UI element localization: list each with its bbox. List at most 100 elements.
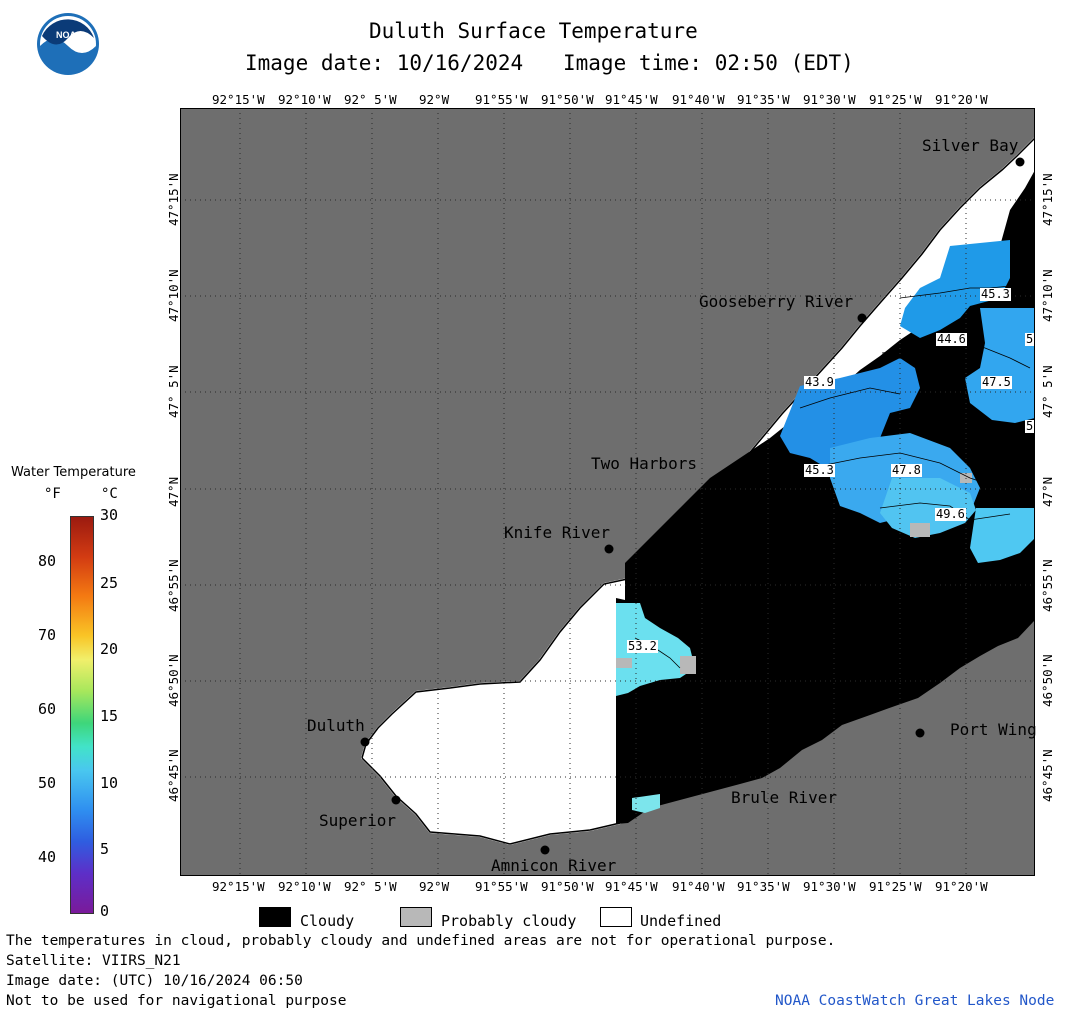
sst-map: Silver Bay Gooseberry River Two Harbors … [180,108,1037,876]
isotherm-label: 53.2 [627,639,658,653]
lon-label: 92°10'W [278,92,331,107]
isotherm-label: 45.3 [980,287,1011,301]
lat-label: 46°45'N [1040,749,1055,802]
colorbar-tick: 25 [100,574,119,592]
lon-label: 92°15'W [212,92,265,107]
lat-label: 47° 5'N [1040,365,1055,418]
lon-label: 92°10'W [278,879,331,894]
image-date: Image date: 10/16/2024 [245,51,524,75]
lat-label: 47°15'N [166,173,181,226]
isotherm-label: 44.6 [936,332,967,346]
footer-nav-warning: Not to be used for navigational purpose [6,993,347,1009]
colorbar-unit-f: °F [44,486,61,502]
lat-label: 46°50'N [1040,654,1055,707]
colorbar-tick: 40 [38,848,57,866]
isotherm-label: 43.9 [804,375,835,389]
noaa-logo: NOAA [36,12,100,76]
isotherm-label: 45.3 [804,463,835,477]
colorbar-f-ticks: 80 70 60 50 40 [36,516,70,912]
place-marker [540,845,550,855]
shoreline-south [361,619,1036,845]
graticule [180,108,1035,876]
sst-patch [900,240,1010,338]
lon-label: 92° 5'W [344,92,397,107]
isotherm-line [899,285,1011,299]
isotherm-label: 49.6 [935,507,966,521]
shoreline-north [361,137,1036,759]
legend-swatch-probably-cloudy [400,907,432,927]
place-label: Amnicon River [491,856,617,875]
page-title: Duluth Surface Temperature [369,19,698,43]
lon-label: 92°15'W [212,879,265,894]
colorbar-tick: 60 [38,700,57,718]
footer-utc-date: Image date: (UTC) 10/16/2024 06:50 [6,973,303,989]
place-label: Two Harbors [591,454,697,473]
place-marker [857,313,867,323]
colorbar-tick: 0 [100,902,110,920]
place-marker [1015,157,1025,167]
lat-label: 47°10'N [1040,269,1055,322]
lon-label: 92°W [419,879,450,894]
colorbar-c-ticks: 30 25 20 15 10 5 0 [98,506,128,920]
lon-label: 91°50'W [541,879,594,894]
legend-label-undefined: Undefined [640,912,722,930]
place-marker [915,728,925,738]
sst-patch [970,508,1035,563]
prob-cloud-patch [680,656,696,674]
legend-swatch-cloudy [259,907,291,927]
colorbar [70,516,94,914]
colorbar-tick: 5 [100,840,110,858]
isotherm-label: 5 [1025,419,1035,433]
legend-swatch-undefined [600,907,632,927]
lat-label: 47°10'N [166,269,181,322]
place-marker [391,795,401,805]
lat-label: 46°50'N [166,654,181,707]
place-label: Gooseberry River [699,292,854,311]
isotherm-line [809,452,1001,489]
isotherm-line [881,339,1031,369]
prob-cloud-patch [910,523,930,537]
lon-labels-bottom: 92°15'W 92°10'W 92° 5'W 92°W 91°55'W 91°… [0,879,1074,895]
place-marker [604,544,614,554]
lon-label: 92°W [419,92,450,107]
place-label: Duluth [307,716,365,735]
lon-label: 91°30'W [803,879,856,894]
lon-label: 91°20'W [935,879,988,894]
lat-label: 47°N [166,476,181,507]
lon-label: 91°30'W [803,92,856,107]
lat-label: 46°55'N [1040,559,1055,612]
isotherm-label: 47.5 [981,375,1012,389]
isotherm-line [799,387,901,409]
lon-label: 91°45'W [605,92,658,107]
place-label: Knife River [504,523,610,542]
sst-patch [632,794,660,813]
footer-credit: NOAA CoastWatch Great Lakes Node [775,993,1055,1009]
place-marker [360,737,370,747]
lon-label: 91°35'W [737,92,790,107]
lat-label: 47°15'N [1040,173,1055,226]
map-border [180,108,1035,876]
lon-label: 91°55'W [475,92,528,107]
lon-label: 91°45'W [605,879,658,894]
footer-satellite: Satellite: VIIRS_N21 [6,953,181,969]
image-time: Image time: 02:50 (EDT) [563,51,854,75]
colorbar-tick: 80 [38,552,57,570]
colorbar-tick: 70 [38,626,57,644]
lon-label: 91°40'W [672,92,725,107]
isotherm-label: 47.8 [891,463,922,477]
isotherm-line [879,502,1011,521]
colorbar-tick: 30 [100,506,119,524]
place-label: Superior [319,811,397,830]
lon-label: 91°25'W [869,879,922,894]
lon-labels-top: 92°15'W 92°10'W 92° 5'W 92°W 91°55'W 91°… [0,92,1074,108]
legend-label-cloudy: Cloudy [300,912,355,930]
colorbar-tick: 20 [100,640,119,658]
place-label: Port Wing [950,720,1037,739]
place-label: Silver Bay [922,136,1019,155]
lat-label: 46°55'N [166,559,181,612]
lon-label: 91°50'W [541,92,594,107]
lon-label: 92° 5'W [344,879,397,894]
lat-label: 47°N [1040,476,1055,507]
lon-label: 91°55'W [475,879,528,894]
lon-label: 91°40'W [672,879,725,894]
